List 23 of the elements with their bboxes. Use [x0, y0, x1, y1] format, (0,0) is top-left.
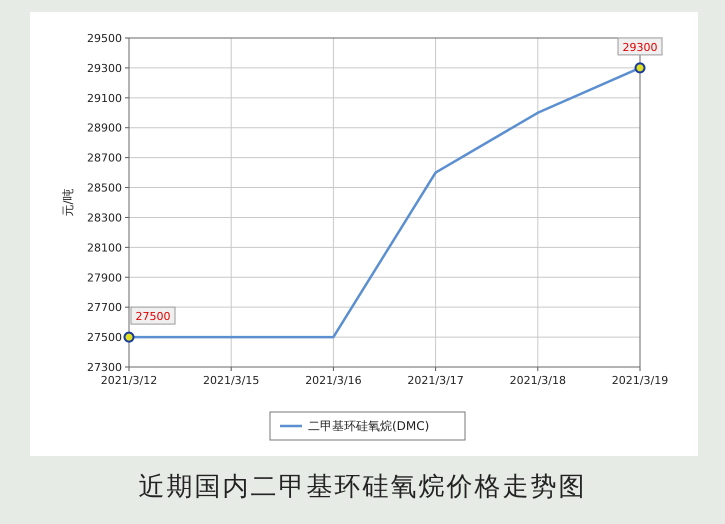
- data-label: 27500: [136, 310, 170, 324]
- y-tick-label: 29100: [87, 92, 122, 105]
- y-tick-label: 28700: [87, 152, 122, 165]
- y-tick-label: 28300: [87, 211, 122, 224]
- y-tick-label: 29500: [87, 32, 122, 45]
- x-tick-label: 2021/3/15: [202, 374, 260, 387]
- y-tick-label: 28500: [87, 182, 122, 195]
- legend-label: 二甲基环硅氧烷(DMC): [308, 419, 430, 433]
- y-tick-label: 27300: [87, 361, 122, 374]
- y-tick-label: 27700: [87, 301, 122, 314]
- text: 近期国内二甲基环硅氧烷价格走势图: [138, 472, 586, 502]
- y-tick-label: 28100: [87, 241, 122, 254]
- y-tick-label: 28900: [87, 122, 122, 135]
- data-label: 29300: [622, 40, 658, 54]
- x-tick-label: 2021/3/16: [305, 374, 362, 387]
- x-tick-label: 2021/3/19: [612, 374, 668, 387]
- y-tick-label: 29300: [87, 62, 122, 75]
- y-tick-label: 27500: [87, 331, 122, 344]
- x-tick-label: 2021/3/17: [407, 374, 464, 387]
- y-axis-title: 元/吨: [61, 188, 75, 217]
- y-tick-label: 27900: [87, 271, 122, 284]
- x-tick-label: 2021/3/12: [100, 374, 158, 387]
- x-tick-label: 2021/3/18: [510, 374, 566, 387]
